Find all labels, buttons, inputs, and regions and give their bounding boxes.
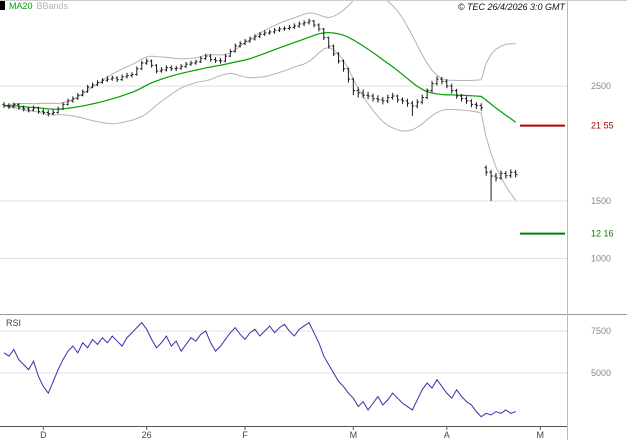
rsi-line <box>3 321 516 418</box>
price-gridlines <box>0 85 567 259</box>
svg-text:7500: 7500 <box>591 326 611 336</box>
ma20-line <box>3 31 517 123</box>
resistance-level: 21 55 <box>520 121 614 131</box>
time-axis: D 26 F M A M <box>40 426 545 440</box>
bollinger-lower-band <box>3 47 517 201</box>
svg-text:2500: 2500 <box>591 81 611 91</box>
legend: MA20 BBands <box>0 1 68 11</box>
candlesticks <box>2 18 518 201</box>
support-level: 12 16 <box>520 229 614 239</box>
time-axis-label: A <box>444 430 450 440</box>
legend-bbands-label: BBands <box>36 1 69 11</box>
svg-text:1000: 1000 <box>591 254 611 264</box>
time-axis-label: M <box>537 430 545 440</box>
svg-text:1500: 1500 <box>591 196 611 206</box>
rsi-panel-label: RSI <box>6 318 22 328</box>
svg-text:5000: 5000 <box>591 368 611 378</box>
time-axis-label: F <box>242 430 248 440</box>
resistance-level-label: 21 55 <box>591 121 614 131</box>
time-axis-label: M <box>350 430 358 440</box>
copyright-notice: © TEC 26/4/2026 3:0 GMT <box>457 2 565 12</box>
logo-mark <box>0 1 5 10</box>
time-axis-label: 26 <box>142 430 152 440</box>
rsi-axis-labels: 7500 5000 <box>591 326 611 378</box>
bollinger-upper-band <box>3 1 516 107</box>
time-axis-label: D <box>40 430 47 440</box>
price-axis-labels: 2500 1500 1000 <box>591 81 611 264</box>
bollinger-bands <box>3 1 517 201</box>
rsi-gridlines <box>0 330 567 374</box>
legend-ma20-label: MA20 <box>9 1 33 11</box>
support-level-label: 12 16 <box>591 229 614 239</box>
